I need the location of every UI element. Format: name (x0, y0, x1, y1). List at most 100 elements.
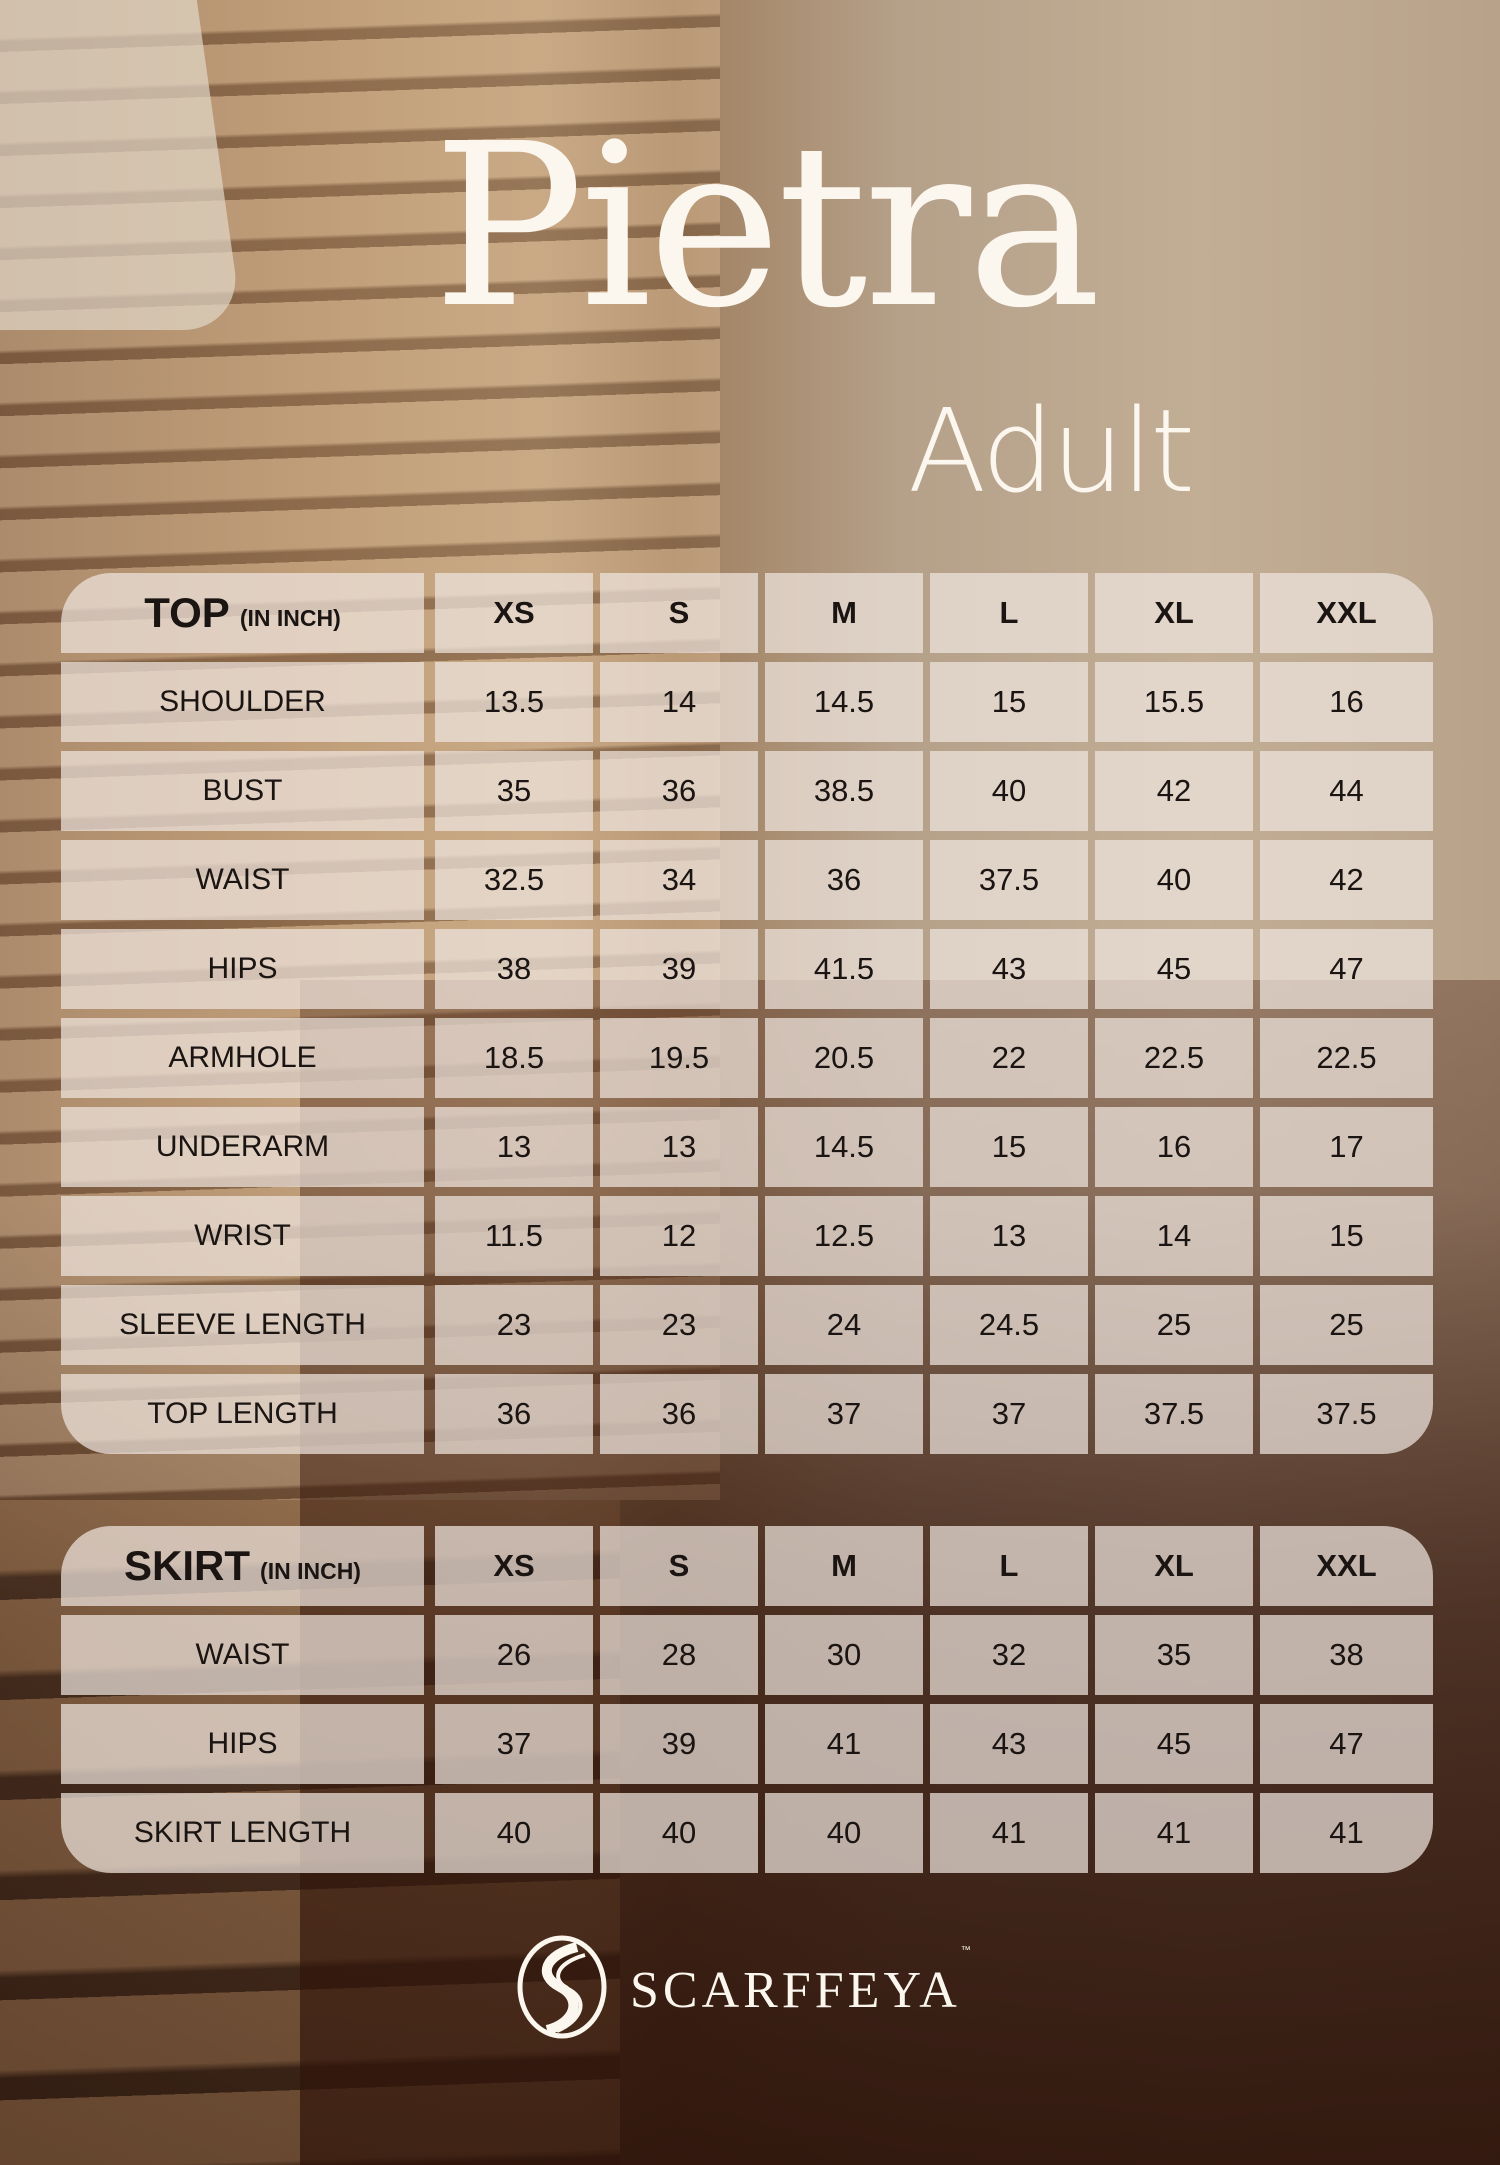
page-subtitle: Adult (907, 385, 1196, 519)
measurement-value: 12 (600, 1196, 758, 1276)
measurement-value: 16 (1260, 662, 1433, 742)
measurement-value: 47 (1260, 929, 1433, 1009)
measurement-value: 40 (930, 751, 1088, 831)
measurement-value: 14 (1095, 1196, 1253, 1276)
measurement-value: 42 (1095, 751, 1253, 831)
measurement-value: 26 (435, 1615, 593, 1695)
measurement-value: 25 (1260, 1285, 1433, 1365)
row-label: ARMHOLE (61, 1018, 424, 1098)
measurement-value: 32.5 (435, 840, 593, 920)
table-title-cell: TOP (IN INCH) (61, 573, 424, 653)
measurement-value: 19.5 (600, 1018, 758, 1098)
measurement-value: 16 (1095, 1107, 1253, 1187)
measurement-value: 43 (930, 1704, 1088, 1784)
table-title: TOP (144, 589, 230, 636)
measurement-value: 15 (930, 1107, 1088, 1187)
measurement-value: 37 (930, 1374, 1088, 1454)
measurement-value: 22.5 (1095, 1018, 1253, 1098)
row-label: SHOULDER (61, 662, 424, 742)
measurement-value: 15 (930, 662, 1088, 742)
measurement-value: 24.5 (930, 1285, 1088, 1365)
measurement-value: 25 (1095, 1285, 1253, 1365)
table-unit: (IN INCH) (260, 1557, 361, 1584)
measurement-value: 37.5 (1095, 1374, 1253, 1454)
row-label: HIPS (61, 1704, 424, 1784)
size-header: XS (435, 573, 593, 653)
measurement-value: 38.5 (765, 751, 923, 831)
size-header: XL (1095, 573, 1253, 653)
measurement-value: 20.5 (765, 1018, 923, 1098)
measurement-value: 41 (930, 1793, 1088, 1873)
skirt-size-table: SKIRT (IN INCH) XS S M L XL XXL WAIST 26 28 30 32 35 3… (61, 1526, 1433, 1873)
measurement-value: 36 (435, 1374, 593, 1454)
measurement-value: 42 (1260, 840, 1433, 920)
measurement-value: 30 (765, 1615, 923, 1695)
table-unit: (IN INCH) (239, 604, 341, 631)
measurement-value: 32 (930, 1615, 1088, 1695)
size-header: S (600, 1526, 758, 1606)
size-header: XS (435, 1526, 593, 1606)
top-size-table: TOP (IN INCH) XS S M L XL XXL SHOULDER 13.5 14 14.5… (61, 573, 1433, 1454)
measurement-value: 13 (930, 1196, 1088, 1276)
measurement-value: 17 (1260, 1107, 1433, 1187)
measurement-value: 39 (600, 929, 758, 1009)
measurement-value: 45 (1095, 929, 1253, 1009)
row-label: WAIST (61, 1615, 424, 1695)
trademark: ™ (960, 1945, 971, 1956)
size-header: XXL (1260, 1526, 1433, 1606)
measurement-value: 34 (600, 840, 758, 920)
measurement-value: 15 (1260, 1196, 1433, 1276)
measurement-value: 35 (1095, 1615, 1253, 1695)
measurement-value: 23 (435, 1285, 593, 1365)
size-header: XXL (1260, 573, 1433, 653)
measurement-value: 45 (1095, 1704, 1253, 1784)
measurement-value: 28 (600, 1615, 758, 1695)
measurement-value: 40 (435, 1793, 593, 1873)
measurement-value: 37 (765, 1374, 923, 1454)
measurement-value: 43 (930, 929, 1088, 1009)
measurement-value: 11.5 (435, 1196, 593, 1276)
measurement-value: 38 (435, 929, 593, 1009)
measurement-value: 41 (1260, 1793, 1433, 1873)
measurement-value: 36 (765, 840, 923, 920)
measurement-value: 22 (930, 1018, 1088, 1098)
brand-logo: SCARFFEYA ™ (515, 1935, 971, 2045)
measurement-value: 41.5 (765, 929, 923, 1009)
row-label: TOP LENGTH (61, 1374, 424, 1454)
size-header: S (600, 573, 758, 653)
measurement-value: 14.5 (765, 662, 923, 742)
brand-name: SCARFFEYA (630, 1961, 961, 2019)
measurement-value: 24 (765, 1285, 923, 1365)
size-header: M (765, 573, 923, 653)
page-title: Pietra (432, 96, 1102, 358)
row-label: UNDERARM (61, 1107, 424, 1187)
measurement-value: 36 (600, 751, 758, 831)
measurement-value: 14.5 (765, 1107, 923, 1187)
table-title: SKIRT (124, 1542, 251, 1589)
row-label: SKIRT LENGTH (61, 1793, 424, 1873)
row-label: WRIST (61, 1196, 424, 1276)
measurement-value: 37.5 (930, 840, 1088, 920)
measurement-value: 13 (600, 1107, 758, 1187)
row-label: WAIST (61, 840, 424, 920)
measurement-value: 37.5 (1260, 1374, 1433, 1454)
row-label: SLEEVE LENGTH (61, 1285, 424, 1365)
measurement-value: 38 (1260, 1615, 1433, 1695)
measurement-value: 22.5 (1260, 1018, 1433, 1098)
size-header: M (765, 1526, 923, 1606)
row-label: BUST (61, 751, 424, 831)
measurement-value: 36 (600, 1374, 758, 1454)
measurement-value: 13.5 (435, 662, 593, 742)
measurement-value: 40 (1095, 840, 1253, 920)
measurement-value: 39 (600, 1704, 758, 1784)
measurement-value: 37 (435, 1704, 593, 1784)
measurement-value: 14 (600, 662, 758, 742)
measurement-value: 13 (435, 1107, 593, 1187)
measurement-value: 40 (765, 1793, 923, 1873)
measurement-value: 40 (600, 1793, 758, 1873)
measurement-value: 35 (435, 751, 593, 831)
size-header: L (930, 573, 1088, 653)
measurement-value: 47 (1260, 1704, 1433, 1784)
size-header: XL (1095, 1526, 1253, 1606)
row-label: HIPS (61, 929, 424, 1009)
